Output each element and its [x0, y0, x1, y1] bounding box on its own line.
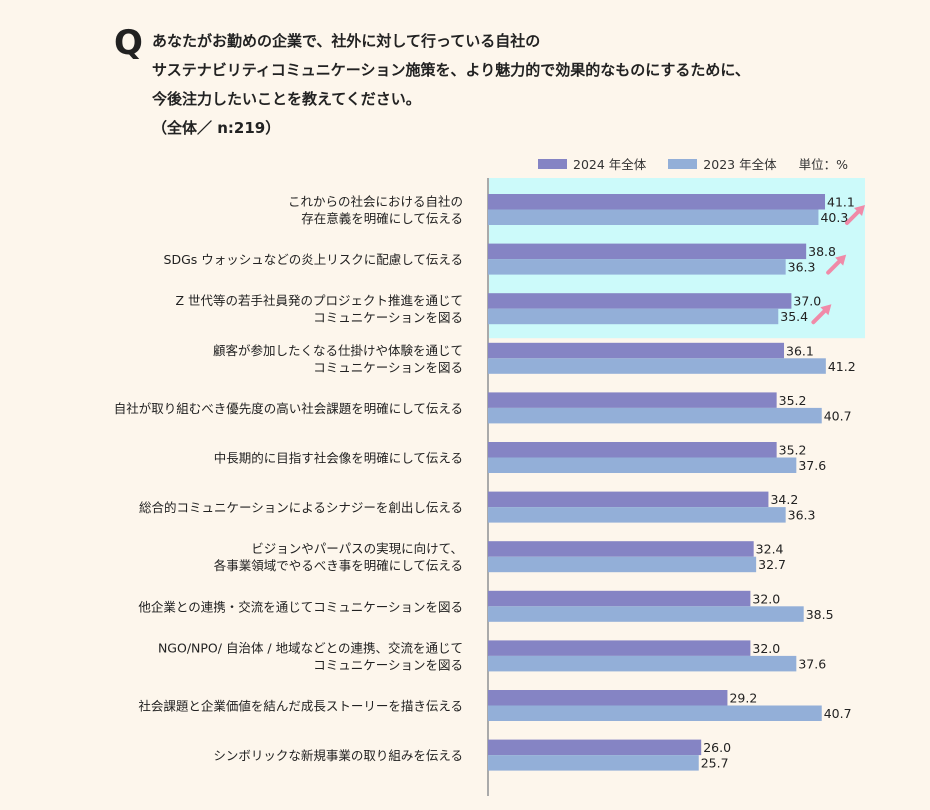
increase-arrow-shaft-1 — [826, 257, 844, 275]
bar-2023-9 — [488, 655, 797, 672]
category-label-7: ビジョンやパーパスの実現に向けて、各事業領域でやるべき事を明確にして伝える — [214, 541, 463, 573]
bar-2023-8 — [488, 606, 804, 622]
increase-arrow-shaft-2 — [811, 307, 829, 325]
legend-swatch-2024 — [538, 158, 567, 169]
bar-2024-9 — [488, 640, 751, 656]
category-label-1: SDGs ウォッシュなどの炎上リスクに配慮して伝える — [164, 252, 463, 267]
value-label-2023-0: 40.3 — [820, 210, 848, 225]
bar-2024-11 — [488, 739, 702, 756]
increase-arrow-icon-2 — [811, 304, 832, 325]
question-line-1: あなたがお勤めの企業で、社外に対して行っている自社の — [152, 32, 541, 50]
bar-2024-1 — [488, 243, 807, 260]
bar-2023-3 — [488, 358, 826, 374]
bar-2024-5 — [488, 442, 777, 458]
bar-2023-4 — [488, 407, 822, 424]
bar-2024-4 — [488, 392, 777, 408]
value-label-2023-8: 38.5 — [806, 607, 834, 622]
increase-arrow-head-0 — [854, 205, 866, 216]
value-label-2024-3: 36.1 — [786, 343, 814, 358]
bar-2024-8 — [488, 590, 751, 607]
increase-arrow-shaft-0 — [845, 208, 863, 225]
bar-2023-6 — [488, 507, 786, 523]
question-line-2: サステナビリティコミュニケーション施策を、より魅力的で効果的なものにするために、 — [152, 61, 750, 79]
category-label-9: NGO/NPO/ 自治体 / 地域などとの連携、交流を通じてコミュニケーションを… — [158, 640, 463, 672]
question-mark: Q — [114, 23, 143, 63]
chart-legend: 2024 年全体 2023 年全体 単位：% — [538, 154, 848, 173]
category-label-5: 中長期的に目指す社会像を明確にして伝える — [214, 451, 463, 466]
value-label-2023-3: 41.2 — [828, 359, 856, 374]
category-label-10: 社会課題と企業価値を結んだ成長ストーリーを描き伝える — [138, 699, 463, 714]
bar-2024-6 — [488, 491, 769, 508]
legend-label-2024: 2024 年全体 — [573, 157, 647, 172]
increase-arrow-head-2 — [820, 304, 832, 316]
bar-2024-7 — [488, 541, 754, 557]
question-line-3: 今後注力したいことを教えてください。 — [152, 90, 421, 108]
bar-2024-3 — [488, 342, 785, 359]
legend-item-2024: 2024 年全体 — [538, 154, 646, 173]
bar-2024-0 — [488, 194, 826, 210]
increase-arrow-head-1 — [835, 254, 847, 266]
unit-label: 単位：% — [798, 157, 848, 172]
bar-2023-0 — [488, 209, 819, 225]
value-label-2024-11: 26.0 — [703, 740, 731, 755]
value-label-2024-0: 41.1 — [827, 195, 855, 210]
bar-2023-1 — [488, 259, 786, 275]
bar-2023-5 — [488, 457, 797, 473]
bar-2023-11 — [488, 755, 699, 771]
value-label-2024-2: 37.0 — [793, 294, 821, 309]
increase-arrow-icon-0 — [845, 205, 866, 225]
category-label-2: Z 世代等の若手社員発のプロジェクト推進を通じてコミュニケーションを図る — [175, 293, 463, 325]
bar-2023-7 — [488, 556, 757, 573]
value-label-2023-6: 36.3 — [788, 508, 816, 523]
category-label-11: シンボリックな新規事業の取り組みを伝える — [213, 748, 463, 763]
value-label-2023-9: 37.6 — [798, 656, 826, 671]
increase-arrow-icon-1 — [826, 254, 847, 275]
value-label-2024-10: 29.2 — [729, 691, 757, 706]
value-label-2024-6: 34.2 — [770, 492, 798, 507]
value-label-2023-1: 36.3 — [788, 260, 816, 275]
bar-2023-10 — [488, 705, 822, 721]
category-label-8: 他企業との連携・交流を通じてコミュニケーションを図る — [138, 599, 463, 614]
value-label-2023-11: 25.7 — [701, 756, 729, 771]
category-label-4: 自社が取り組むべき優先度の高い社会課題を明確にして伝える — [114, 401, 463, 416]
question-sample-note: （全体／ n:219） — [152, 119, 281, 137]
value-label-2023-10: 40.7 — [824, 706, 852, 721]
bar-2024-2 — [488, 293, 792, 309]
category-label-0: これからの社会における自社の存在意義を明確にして伝える — [288, 194, 463, 226]
value-label-2024-9: 32.0 — [752, 641, 780, 656]
value-label-2023-4: 40.7 — [824, 408, 852, 423]
legend-item-2023: 2023 年全体 — [668, 154, 777, 173]
value-label-2023-2: 35.4 — [780, 309, 808, 324]
category-label-6: 総合的コミュニケーションによるシナジーを創出し伝える — [139, 500, 463, 515]
value-label-2024-1: 38.8 — [808, 244, 836, 259]
bar-2023-2 — [488, 308, 779, 325]
value-label-2024-5: 35.2 — [779, 443, 807, 458]
question-text: あなたがお勤めの企業で、社外に対して行っている自社の サステナビリティコミュニケ… — [152, 27, 912, 143]
value-label-2024-7: 32.4 — [756, 542, 784, 557]
value-label-2023-7: 32.7 — [758, 557, 786, 572]
legend-label-2023: 2023 年全体 — [703, 157, 777, 172]
legend-swatch-2023 — [668, 158, 698, 169]
value-label-2024-4: 35.2 — [779, 393, 807, 408]
value-label-2023-5: 37.6 — [798, 458, 826, 473]
category-label-3: 顧客が参加したくなる仕掛けや体験を通じてコミュニケーションを図る — [213, 343, 463, 375]
value-label-2024-8: 32.0 — [752, 591, 780, 606]
bar-2024-10 — [488, 690, 728, 706]
